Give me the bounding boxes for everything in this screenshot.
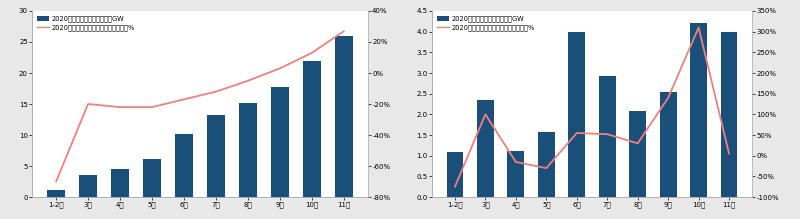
Bar (477, 100, 494, 197)
Bar (303, 61, 321, 197)
Bar (271, 87, 289, 197)
Bar (111, 169, 129, 197)
Bar (79, 175, 97, 197)
Bar (630, 111, 646, 197)
Bar (175, 134, 193, 197)
Bar (690, 23, 707, 197)
Bar (446, 152, 463, 197)
Bar (47, 190, 65, 197)
Bar (568, 32, 585, 197)
Bar (538, 132, 554, 197)
Bar (599, 76, 616, 197)
Bar (207, 115, 225, 197)
Bar (335, 36, 353, 197)
Legend: 2020年光伏新增累计装机量，GW, 2020年光伏新增累计装机量同比增速，%: 2020年光伏新增累计装机量，GW, 2020年光伏新增累计装机量同比增速，% (35, 14, 136, 32)
Bar (239, 103, 257, 197)
Bar (660, 92, 677, 197)
Bar (721, 32, 738, 197)
Bar (143, 159, 161, 197)
Legend: 2020年光伏每月新增装机量，GW, 2020年光伏每月新增装机量同比增速，%: 2020年光伏每月新增装机量，GW, 2020年光伏每月新增装机量同比增速，% (435, 14, 536, 32)
Bar (507, 151, 524, 197)
